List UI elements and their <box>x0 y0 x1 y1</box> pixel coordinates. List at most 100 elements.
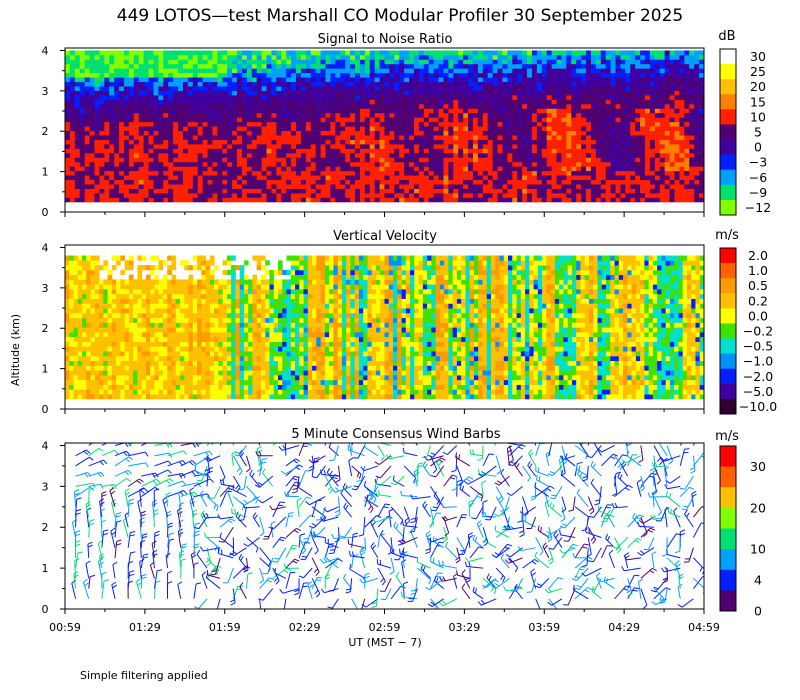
snr-cell <box>114 59 120 65</box>
snr-cell <box>679 148 685 154</box>
vv-cell <box>69 351 74 357</box>
snr-cell <box>517 126 523 132</box>
snr-cell <box>133 161 140 167</box>
snr-cell <box>119 148 125 154</box>
snr-cell <box>202 117 208 123</box>
snr-cell <box>158 166 164 172</box>
snr-cell <box>566 139 572 145</box>
snr-cell <box>487 152 494 158</box>
snr-cell <box>541 188 548 194</box>
snr-cell <box>409 179 415 185</box>
snr-cell <box>576 135 582 140</box>
vv-cell <box>128 360 134 366</box>
vv-cell <box>128 265 134 271</box>
snr-cell <box>541 117 548 123</box>
snr-cell <box>335 95 341 100</box>
snr-cell <box>561 175 567 181</box>
snr-cell <box>640 68 646 74</box>
snr-cell <box>482 77 489 83</box>
snr-cell <box>335 121 341 127</box>
snr-cell <box>620 117 626 123</box>
snr-cell <box>556 50 562 56</box>
vv-cell <box>111 365 117 371</box>
snr-cell <box>84 59 90 65</box>
snr-cell <box>133 86 140 91</box>
snr-cell <box>413 103 420 109</box>
snr-cell <box>404 99 410 105</box>
snr-cell <box>413 161 420 167</box>
snr-cell <box>123 175 130 181</box>
snr-cell <box>335 152 341 158</box>
snr-cell <box>649 95 656 100</box>
snr-cell <box>394 121 400 127</box>
snr-cell <box>178 192 184 198</box>
snr-cell <box>340 99 346 105</box>
snr-cell <box>281 77 287 83</box>
snr-cell <box>153 77 159 83</box>
snr-cell <box>571 148 577 154</box>
snr-cell <box>551 143 557 149</box>
snr-cell <box>310 126 317 132</box>
snr-cell <box>404 72 410 78</box>
snr-cell <box>453 99 459 105</box>
snr-cell <box>586 166 592 172</box>
snr-cell <box>507 72 513 78</box>
snr-cell <box>581 59 587 65</box>
snr-cell <box>207 81 213 87</box>
snr-cell <box>645 90 651 96</box>
snr-cell <box>355 103 361 109</box>
snr-cell <box>266 99 272 105</box>
snr-cell <box>119 197 125 203</box>
snr-cell <box>182 157 189 163</box>
snr-cell <box>699 54 704 60</box>
snr-cell <box>581 179 587 185</box>
snr-cell <box>605 59 612 65</box>
snr-cell <box>222 157 228 163</box>
snr-cell <box>227 117 233 123</box>
snr-cell <box>635 192 641 198</box>
snr-cell <box>325 188 331 194</box>
snr-cell <box>413 90 420 96</box>
snr-cell <box>133 54 140 60</box>
snr-cell <box>482 166 489 172</box>
snr-cell <box>138 175 145 181</box>
snr-cell <box>605 175 612 181</box>
snr-cell <box>158 86 164 91</box>
snr-cell <box>148 99 154 105</box>
snr-cell <box>128 192 135 198</box>
snr-cell <box>581 130 587 136</box>
snr-cell <box>522 152 528 158</box>
snr-cell <box>694 90 700 96</box>
snr-cell <box>487 157 494 163</box>
snr-cell <box>173 99 179 105</box>
snr-cell <box>276 90 282 96</box>
snr-cell <box>168 112 174 118</box>
vv-cell <box>77 308 83 314</box>
snr-cell <box>649 143 656 149</box>
snr-cell <box>423 175 430 181</box>
snr-cell <box>448 121 454 127</box>
snr-cell <box>443 90 449 96</box>
snr-cell <box>502 54 508 60</box>
snr-cell <box>428 112 435 118</box>
snr-cell <box>173 152 179 158</box>
snr-cell <box>433 161 439 167</box>
snr-cell <box>694 166 700 172</box>
snr-cell <box>227 59 233 65</box>
snr-cell <box>276 170 282 176</box>
snr-cell <box>443 152 449 158</box>
snr-cell <box>541 148 548 154</box>
snr-cell <box>69 99 76 105</box>
snr-cell <box>669 112 675 118</box>
snr-cell <box>512 197 518 203</box>
snr-cell <box>158 192 164 198</box>
snr-cell <box>310 184 317 189</box>
snr-cell <box>379 152 385 158</box>
snr-cell <box>546 152 553 158</box>
snr-cell <box>571 161 577 167</box>
snr-cell <box>566 86 572 91</box>
snr-cell <box>664 188 670 194</box>
snr-cell <box>119 139 125 145</box>
